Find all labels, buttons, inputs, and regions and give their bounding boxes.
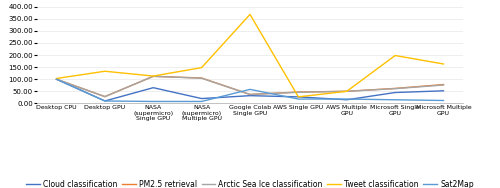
Tweet classification — [54, 77, 60, 80]
Cloud classification — [102, 100, 108, 102]
Line: Sat2Map: Sat2Map — [56, 79, 444, 102]
Tweet classification — [440, 63, 446, 65]
Tweet classification — [344, 90, 349, 92]
PM2.5 retrieval — [150, 75, 156, 77]
Sat2Map — [344, 98, 349, 100]
Arctic Sea Ice classification — [344, 90, 349, 92]
PM2.5 retrieval — [247, 93, 253, 96]
Cloud classification — [247, 95, 253, 97]
PM2.5 retrieval — [392, 87, 398, 89]
Arctic Sea Ice classification — [150, 75, 156, 77]
Line: Arctic Sea Ice classification: Arctic Sea Ice classification — [56, 76, 444, 97]
Arctic Sea Ice classification — [440, 84, 446, 86]
Tweet classification — [102, 70, 108, 72]
Tweet classification — [150, 75, 156, 77]
Arctic Sea Ice classification — [296, 91, 302, 93]
Sat2Map — [150, 100, 156, 103]
Line: Cloud classification: Cloud classification — [56, 79, 444, 101]
Cloud classification — [440, 90, 446, 92]
PM2.5 retrieval — [344, 90, 349, 92]
Cloud classification — [344, 99, 349, 101]
Sat2Map — [198, 100, 204, 103]
Tweet classification — [296, 96, 302, 98]
Tweet classification — [198, 67, 204, 69]
Sat2Map — [392, 99, 398, 101]
Tweet classification — [392, 54, 398, 57]
Sat2Map — [54, 78, 60, 80]
Cloud classification — [296, 96, 302, 98]
Sat2Map — [102, 100, 108, 102]
Cloud classification — [150, 86, 156, 89]
PM2.5 retrieval — [102, 96, 108, 98]
Line: Tweet classification: Tweet classification — [56, 14, 444, 97]
Arctic Sea Ice classification — [392, 88, 398, 90]
PM2.5 retrieval — [296, 91, 302, 93]
Tweet classification — [247, 13, 253, 16]
Cloud classification — [198, 97, 204, 100]
PM2.5 retrieval — [440, 83, 446, 86]
Line: PM2.5 retrieval: PM2.5 retrieval — [56, 76, 444, 97]
Arctic Sea Ice classification — [54, 78, 60, 80]
Sat2Map — [296, 98, 302, 100]
Sat2Map — [247, 88, 253, 90]
Arctic Sea Ice classification — [247, 93, 253, 96]
Cloud classification — [392, 91, 398, 94]
Sat2Map — [440, 99, 446, 102]
PM2.5 retrieval — [54, 78, 60, 80]
Cloud classification — [54, 78, 60, 80]
PM2.5 retrieval — [198, 77, 204, 79]
Arctic Sea Ice classification — [102, 96, 108, 98]
Legend: Cloud classification, PM2.5 retrieval, Arctic Sea Ice classification, Tweet clas: Cloud classification, PM2.5 retrieval, A… — [24, 177, 476, 188]
Arctic Sea Ice classification — [198, 77, 204, 79]
